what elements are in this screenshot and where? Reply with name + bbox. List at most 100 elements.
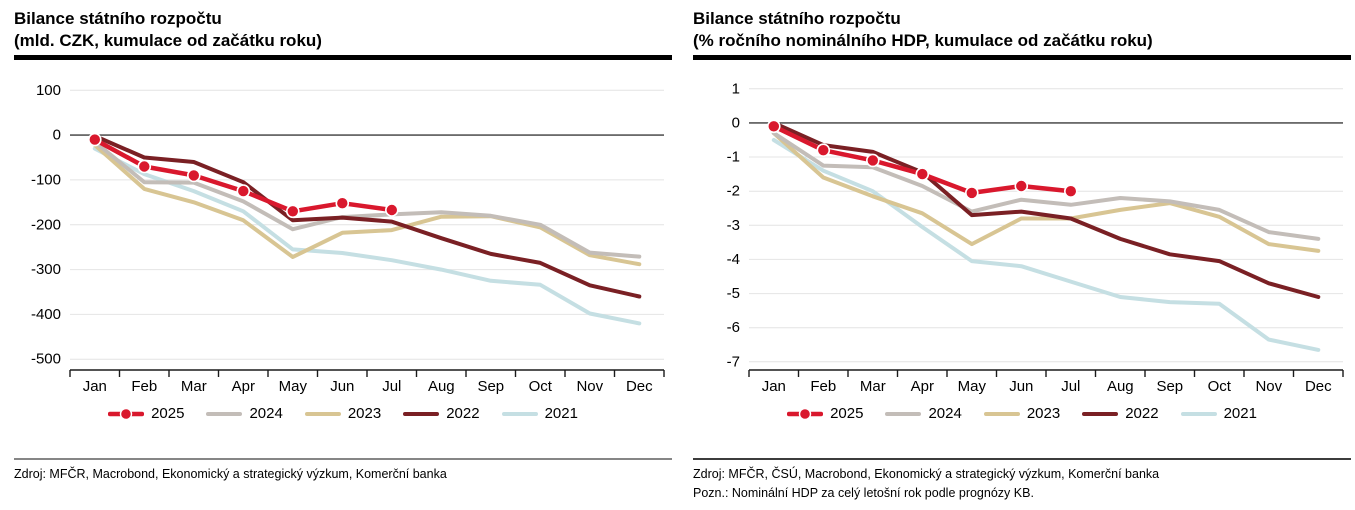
legend-item-2022: 2022 [1082, 405, 1159, 423]
chart-legend-hdp: 2025 2024 2023 2022 2021 [693, 406, 1351, 421]
chart-title-czk: Bilance státního rozpočtu (mld. CZK, kum… [14, 8, 672, 52]
chart-svg: 1 0 -1 -2 -3 -4 -5 -6 -7 Jan Feb Mar Apr May Jun Jul Aug… [727, 80, 1344, 395]
chart-title-line1: Bilance státního rozpočtu [693, 9, 901, 28]
y-tick-label: 0 [732, 115, 740, 132]
y-tick-label: 100 [36, 82, 61, 99]
x-tick-label: Jul [1061, 378, 1080, 395]
chart-title-line2: (mld. CZK, kumulace od začátku roku) [14, 31, 322, 51]
y-tick-label: -5 [727, 285, 740, 302]
x-tick-label: Feb [131, 378, 157, 395]
y-tick-label: -500 [31, 351, 61, 368]
x-tick-label: May [279, 378, 308, 395]
data-point-2025-Jul [1063, 184, 1078, 199]
line-chart-czk: 100 0 -100 -200 -300 -400 -500 Jan Feb Mar Apr May J… [14, 62, 672, 404]
x-tick-label: Feb [810, 378, 836, 395]
x-tick-label: Dec [626, 378, 653, 395]
series-line-2021 [771, 138, 1321, 353]
data-point-2025-May [964, 186, 979, 200]
chart-legend-czk: 2025 2024 2023 2022 2021 [14, 406, 672, 421]
chart-panel-hdp: Bilance státního rozpočtu (% ročního nom… [693, 8, 1351, 508]
legend-swatch-icon [304, 411, 341, 416]
title-underline-bar [693, 55, 1351, 61]
x-tick-label: Apr [911, 378, 934, 395]
legend-item-2023: 2023 [304, 405, 382, 423]
x-tick-label: Oct [1208, 378, 1232, 395]
y-tick-label: 1 [732, 80, 740, 97]
legend-label: 2024 [249, 405, 283, 423]
y-tick-label: -300 [31, 261, 61, 278]
x-tick-label: Aug [428, 378, 455, 395]
legend-label: 2025 [151, 405, 185, 423]
y-tick-label: -100 [31, 172, 61, 189]
note-text: Pozn.: Nominální HDP za celý letošní rok… [693, 486, 1034, 501]
data-point-2025-Apr [236, 184, 251, 199]
legend-swatch-icon [787, 407, 824, 420]
y-tick-label: -2 [727, 183, 740, 200]
legend-label: 2025 [830, 405, 864, 423]
data-point-2025-Apr [915, 167, 930, 182]
legend-item-2021: 2021 [501, 405, 578, 423]
y-tick-label: 0 [53, 127, 61, 144]
data-point-2025-Feb [816, 143, 831, 158]
source-text: Zdroj: MFČR, Macrobond, Ekonomický a str… [14, 467, 447, 481]
panel-footer: Zdroj: MFČR, Macrobond, Ekonomický a str… [14, 458, 672, 484]
title-underline-bar [14, 55, 672, 61]
legend-swatch-icon [885, 411, 922, 416]
legend-label: 2021 [1223, 405, 1257, 423]
x-tick-label: Jul [382, 378, 401, 395]
x-tick-label: Mar [860, 378, 886, 395]
source-text: Zdroj: MFČR, ČSÚ, Macrobond, Ekonomický … [693, 467, 1160, 481]
legend-swatch-icon [983, 411, 1020, 416]
data-point-2025-Mar [187, 168, 201, 183]
data-point-2025-Jan [767, 119, 781, 134]
chart-title-hdp: Bilance státního rozpočtu (% ročního nom… [693, 8, 1351, 52]
legend-item-2025: 2025 [108, 406, 184, 421]
legend-label: 2021 [544, 405, 578, 423]
source-divider [693, 458, 1351, 460]
series-line-2024 [92, 139, 642, 259]
legend-label: 2022 [1125, 405, 1159, 423]
line-chart-hdp: 1 0 -1 -2 -3 -4 -5 -6 -7 Jan Feb Mar Apr May Jun Jul Aug… [693, 62, 1351, 404]
x-tick-label: Jun [1009, 378, 1033, 395]
chart-panel-czk: Bilance státního rozpočtu (mld. CZK, kum… [14, 8, 672, 508]
series-line-2024 [771, 131, 1321, 242]
data-point-2025-Jan [88, 132, 102, 147]
chart-title-line2: (% ročního nominálního HDP, kumulace od … [693, 31, 1153, 51]
legend-swatch-icon [1180, 411, 1217, 416]
x-tick-label: Jan [762, 378, 786, 395]
series-line-2023 [92, 143, 642, 267]
legend-swatch-icon [501, 411, 538, 416]
x-tick-label: Aug [1107, 378, 1134, 395]
series-line-2023 [771, 131, 1321, 254]
data-point-2025-Feb [137, 159, 152, 174]
data-point-2025-Mar [866, 153, 880, 168]
y-tick-label: -7 [727, 353, 740, 370]
legend-item-2023: 2023 [983, 406, 1060, 421]
legend-item-2024: 2024 [206, 405, 283, 423]
data-point-2025-May [285, 204, 300, 219]
legend-swatch-icon [206, 411, 243, 416]
legend-label: 2022 [446, 405, 480, 423]
legend-item-2022: 2022 [403, 405, 480, 423]
chart-svg: 100 0 -100 -200 -300 -400 -500 Jan Feb Mar Apr May J… [31, 82, 665, 395]
panel-footer: Zdroj: MFČR, ČSÚ, Macrobond, Ekonomický … [693, 458, 1351, 504]
series-line-2022 [771, 121, 1321, 300]
legend-label: 2023 [347, 405, 382, 423]
chart-title-line1: Bilance státního rozpočtu [14, 9, 222, 28]
x-tick-label: Sep [1156, 378, 1183, 395]
series-line-2021 [92, 146, 642, 326]
x-tick-label: Oct [529, 378, 553, 395]
x-tick-label: May [958, 378, 987, 395]
data-point-2025-Jun [1014, 179, 1029, 193]
series-line-2022 [92, 134, 642, 299]
y-tick-label: -200 [31, 216, 61, 233]
legend-item-2024: 2024 [885, 406, 962, 421]
y-tick-label: -1 [727, 149, 740, 166]
x-tick-label: Nov [1255, 378, 1282, 395]
legend-swatch-icon [403, 411, 440, 416]
legend-item-2025: 2025 [787, 406, 863, 421]
x-tick-label: Mar [181, 378, 207, 395]
legend-item-2021: 2021 [1180, 405, 1257, 423]
data-point-2025-Jun [335, 196, 350, 211]
